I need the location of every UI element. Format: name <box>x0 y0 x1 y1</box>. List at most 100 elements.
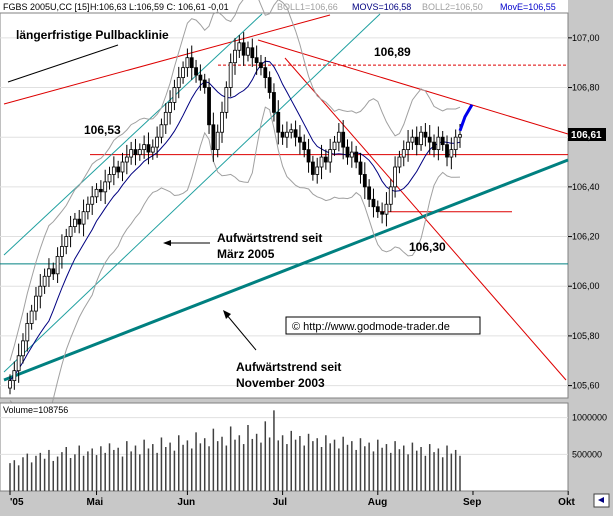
candle <box>384 192 389 227</box>
candle <box>362 162 367 200</box>
candle-body <box>150 146 155 153</box>
time-tick-label: Mai <box>87 497 104 508</box>
forecast-line <box>458 103 474 132</box>
price-tick-label: 106,20 <box>572 232 600 242</box>
candle-body <box>302 141 307 151</box>
candle-body <box>241 42 246 56</box>
candle-body <box>21 340 25 357</box>
candle-body <box>16 355 21 372</box>
candle-body <box>155 136 160 148</box>
candle-body <box>38 285 43 297</box>
annotation-106-53: 106,53 <box>84 123 121 137</box>
candle-body <box>103 181 108 193</box>
candle-body <box>163 111 168 126</box>
candle-body <box>176 77 181 88</box>
candle <box>51 262 56 281</box>
candle-body <box>315 166 320 175</box>
channel-line-upper <box>3 13 263 256</box>
candlesticks <box>8 32 462 395</box>
candle-body <box>73 218 77 228</box>
candle <box>120 152 125 182</box>
last-price-box <box>568 128 606 141</box>
candle-body <box>133 149 138 155</box>
trend-march-arrowhead <box>163 240 171 246</box>
candle <box>163 103 168 134</box>
candle <box>155 126 160 158</box>
candle-body <box>194 67 198 76</box>
candle <box>198 64 203 91</box>
candle <box>319 144 324 180</box>
price-tick-label: 106,00 <box>572 281 600 291</box>
candle-body <box>445 144 449 158</box>
candle <box>159 118 164 144</box>
candle-body <box>362 174 367 188</box>
candle <box>263 56 268 89</box>
candle-body <box>336 131 341 143</box>
candle-body <box>440 136 445 146</box>
candle <box>298 125 302 155</box>
candle-body <box>254 57 259 64</box>
annotation-trend-march-line2: März 2005 <box>217 247 275 261</box>
candle <box>146 132 151 165</box>
candle-body <box>224 87 229 113</box>
candle <box>323 149 328 170</box>
candle-body <box>358 161 363 175</box>
candle <box>42 268 47 294</box>
header-boll2: BOLL2=106,50 <box>422 2 483 12</box>
candle-body <box>81 211 86 225</box>
candle <box>181 61 185 84</box>
candle-body <box>406 141 410 151</box>
candle <box>397 150 402 174</box>
candle <box>341 120 346 160</box>
candle <box>375 200 380 218</box>
candle <box>224 81 229 119</box>
volume-tick-label: 1000000 <box>572 413 607 423</box>
candle <box>414 126 419 156</box>
candle <box>272 83 276 122</box>
candle-body <box>298 136 302 143</box>
candle-body <box>246 47 250 56</box>
candle-body <box>77 218 82 225</box>
candle <box>401 140 406 167</box>
candle <box>107 166 112 190</box>
candle <box>358 152 363 184</box>
candle <box>345 139 350 165</box>
candle <box>254 45 259 75</box>
candle-body <box>42 275 47 287</box>
candle-body <box>29 310 34 324</box>
volume-plot-area <box>0 402 569 492</box>
candle-body <box>458 134 462 138</box>
candle-body <box>215 131 220 151</box>
candle <box>449 137 454 170</box>
candle-body <box>207 87 211 126</box>
candle-body <box>276 111 281 133</box>
copyright-text: © http://www.godmode-trader.de <box>292 321 450 333</box>
candle-body <box>289 129 294 133</box>
price-tick-label: 106,40 <box>572 182 600 192</box>
candle-body <box>47 268 51 277</box>
candle <box>189 45 194 80</box>
pullback-line <box>3 14 331 105</box>
candle <box>98 180 103 202</box>
candle-body <box>211 124 216 151</box>
candle-body <box>107 174 112 183</box>
candle <box>233 38 237 75</box>
candle <box>289 123 294 139</box>
candle <box>73 212 77 233</box>
candle <box>16 343 21 383</box>
candle <box>25 312 30 352</box>
header-boll1: BOLL1=106,66 <box>277 2 338 12</box>
candle-body <box>137 149 142 155</box>
candle <box>380 202 385 224</box>
candle-body <box>60 246 64 257</box>
candle-body <box>172 87 177 103</box>
candle-body <box>189 57 194 69</box>
candle-body <box>349 151 354 158</box>
candle <box>116 160 121 179</box>
candle <box>267 71 272 99</box>
candle-body <box>263 67 268 78</box>
candle <box>38 274 43 309</box>
candle <box>124 144 129 175</box>
candle <box>302 134 307 158</box>
candle <box>336 123 341 152</box>
